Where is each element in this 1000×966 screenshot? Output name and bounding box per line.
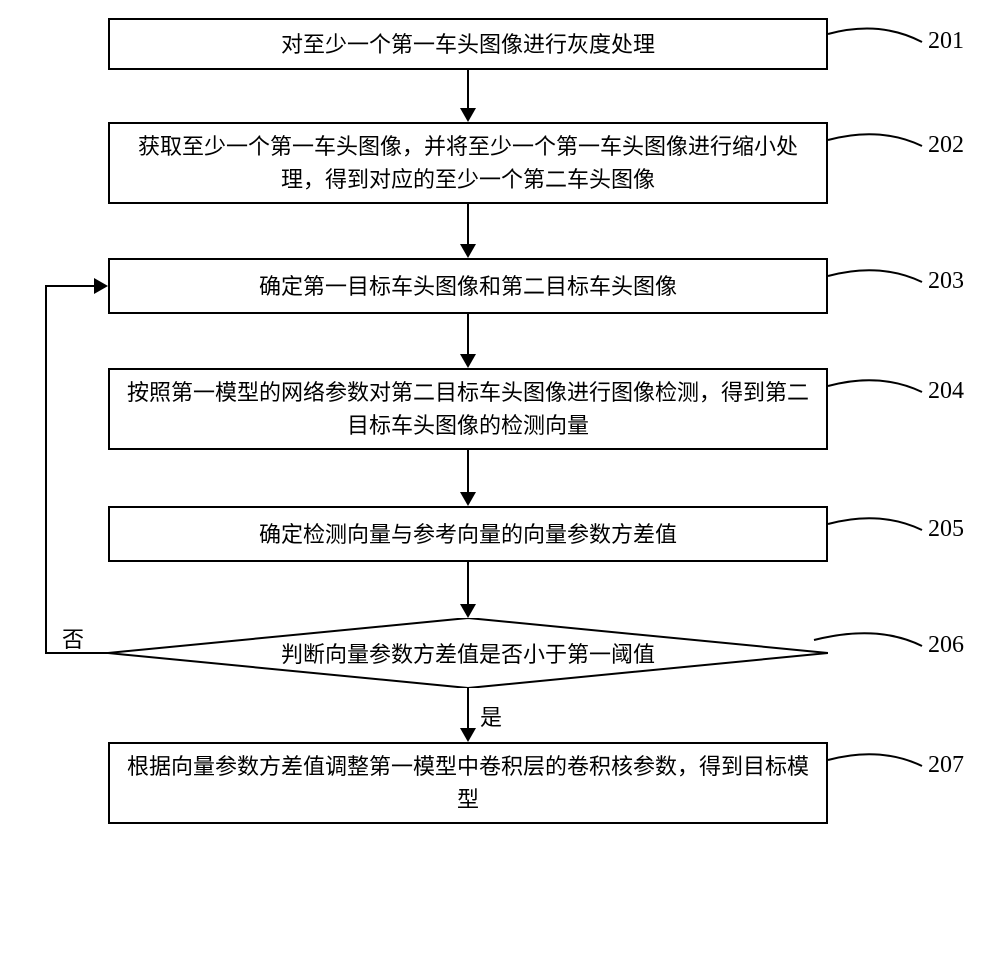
arrow-201-202-line — [467, 70, 469, 108]
decision-206-diamond: 判断向量参数方差值是否小于第一阈值 — [108, 618, 828, 688]
edge-label-no: 否 — [62, 622, 84, 654]
label-205: 205 — [928, 516, 964, 543]
step-202-text: 获取至少一个第一车头图像，并将至少一个第一车头图像进行缩小处理，得到对应的至少一… — [126, 130, 810, 196]
label-207: 207 — [928, 752, 964, 779]
arrow-205-206-head-icon — [460, 604, 476, 618]
step-203-text: 确定第一目标车头图像和第二目标车头图像 — [259, 270, 677, 303]
arrow-206-207-head-icon — [460, 728, 476, 742]
label-202: 202 — [928, 132, 964, 159]
loop-seg3 — [45, 285, 94, 287]
step-203-box: 确定第一目标车头图像和第二目标车头图像 — [108, 258, 828, 314]
step-204-box: 按照第一模型的网络参数对第二目标车头图像进行图像检测，得到第二目标车头图像的检测… — [108, 368, 828, 450]
arrow-202-203-line — [467, 204, 469, 244]
loop-seg2 — [45, 286, 47, 654]
edge-label-yes: 是 — [480, 700, 502, 732]
arrow-202-203-head-icon — [460, 244, 476, 258]
arrow-206-207-line — [467, 688, 469, 728]
step-204-text: 按照第一模型的网络参数对第二目标车头图像进行图像检测，得到第二目标车头图像的检测… — [126, 376, 810, 442]
arrow-201-202-head-icon — [460, 108, 476, 122]
step-207-box: 根据向量参数方差值调整第一模型中卷积层的卷积核参数，得到目标模型 — [108, 742, 828, 824]
loop-head-icon — [94, 278, 108, 294]
step-201-text: 对至少一个第一车头图像进行灰度处理 — [281, 28, 655, 61]
label-201: 201 — [928, 28, 964, 55]
step-207-text: 根据向量参数方差值调整第一模型中卷积层的卷积核参数，得到目标模型 — [126, 750, 810, 816]
step-201-box: 对至少一个第一车头图像进行灰度处理 — [108, 18, 828, 70]
arrow-203-204-head-icon — [460, 354, 476, 368]
arrow-205-206-line — [467, 562, 469, 604]
decision-206-text: 判断向量参数方差值是否小于第一阈值 — [281, 637, 655, 669]
arrow-204-205-line — [467, 450, 469, 492]
step-202-box: 获取至少一个第一车头图像，并将至少一个第一车头图像进行缩小处理，得到对应的至少一… — [108, 122, 828, 204]
step-205-text: 确定检测向量与参考向量的向量参数方差值 — [259, 518, 677, 551]
label-204: 204 — [928, 378, 964, 405]
label-203: 203 — [928, 268, 964, 295]
label-206: 206 — [928, 632, 964, 659]
arrow-204-205-head-icon — [460, 492, 476, 506]
step-205-box: 确定检测向量与参考向量的向量参数方差值 — [108, 506, 828, 562]
arrow-203-204-line — [467, 314, 469, 354]
